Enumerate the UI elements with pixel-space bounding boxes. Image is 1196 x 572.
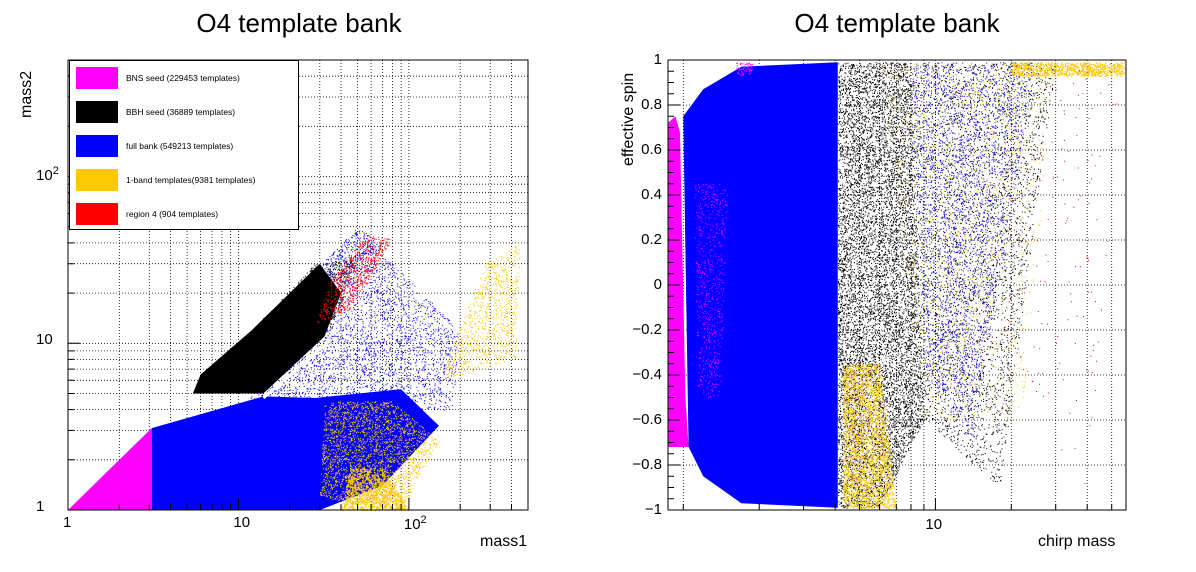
spin-scatter-plot <box>667 59 1127 511</box>
legend-swatch-orange <box>76 169 118 191</box>
axis-ticks <box>668 59 1113 511</box>
legend-item-bns: BNS seed (229453 templates) <box>76 67 240 89</box>
legend-swatch-black <box>76 101 118 123</box>
spin-plot-panel: O4 template bank chirp mass effective sp… <box>598 0 1196 572</box>
y-tick-label: −0.2 <box>632 321 662 338</box>
legend-label: BNS seed (229453 templates) <box>126 73 240 83</box>
full-bank-points <box>912 62 1035 437</box>
y-axis-title: mass2 <box>18 70 35 118</box>
y-tick-label: −1 <box>644 501 662 518</box>
x-grid-lines <box>118 60 512 510</box>
legend-swatch-magenta <box>76 67 118 89</box>
bns-seed-top-points <box>736 62 754 76</box>
mass-scatter-plot <box>67 59 529 512</box>
x-axis-title: mass1 <box>480 533 528 550</box>
y-tick-label: 0.2 <box>641 231 662 248</box>
mass-plot-panel: O4 template bank BNS seed (229453 templa… <box>18 8 529 550</box>
chart-title: O4 template bank <box>196 8 402 38</box>
y-tick-label: −0.6 <box>632 411 662 428</box>
legend-item-bbh: BBH seed (36889 templates) <box>76 101 235 123</box>
chart-title: O4 template bank <box>794 8 1000 38</box>
y-tick-label: 1 <box>36 498 45 515</box>
x-tick-label: 1 <box>63 514 72 531</box>
y-tick-label: 0 <box>653 276 662 293</box>
legend-item-region4: region 4 (904 templates) <box>76 203 218 225</box>
y-tick-label: −0.4 <box>632 366 662 383</box>
region4-points <box>983 63 1118 484</box>
legend-label: BBH seed (36889 templates) <box>126 107 236 117</box>
y-tick-label: 0.6 <box>641 141 662 158</box>
bns-seed-region <box>68 428 152 510</box>
one-band-points <box>320 401 440 511</box>
bbh-seed-points <box>252 260 357 331</box>
one-band-top-points <box>1011 62 1126 77</box>
bns-seed-region <box>668 116 689 447</box>
x-tick-label: 102 <box>403 514 427 533</box>
y-tick-label: 0.8 <box>641 96 662 113</box>
legend: BNS seed (229453 templates) BBH seed (36… <box>69 60 299 230</box>
legend-label: region 4 (904 templates) <box>126 209 219 219</box>
x-tick-label: 10 <box>925 516 943 533</box>
y-tick-label: 0.4 <box>641 186 662 203</box>
legend-label: full bank (549213 templates) <box>126 141 234 151</box>
legend-swatch-red <box>76 203 118 225</box>
one-band-points <box>843 363 898 509</box>
x-axis-title: chirp mass <box>1038 533 1116 550</box>
y-tick-label: 1 <box>653 51 662 68</box>
full-bank-region <box>683 62 838 508</box>
y-tick-label: −0.8 <box>632 456 662 473</box>
bbh-seed-sparse-points <box>912 62 1056 483</box>
one-band-dense-points <box>341 467 409 512</box>
legend-label: 1-band templates(9381 templates) <box>126 175 256 185</box>
legend-item-full-bank: full bank (549213 templates) <box>76 135 233 157</box>
y-tick-label: 10 <box>36 331 53 349</box>
legend-item-one-band: 1-band templates(9381 templates) <box>76 169 255 191</box>
bbh-seed-points <box>837 62 925 509</box>
y-tick-label: 102 <box>36 164 59 184</box>
x-tick-label: 10 <box>233 514 251 531</box>
region4-points <box>317 235 391 324</box>
one-band-high-mass-points <box>441 245 521 380</box>
diagonal-gap <box>262 338 333 400</box>
legend-swatch-blue <box>76 135 118 157</box>
